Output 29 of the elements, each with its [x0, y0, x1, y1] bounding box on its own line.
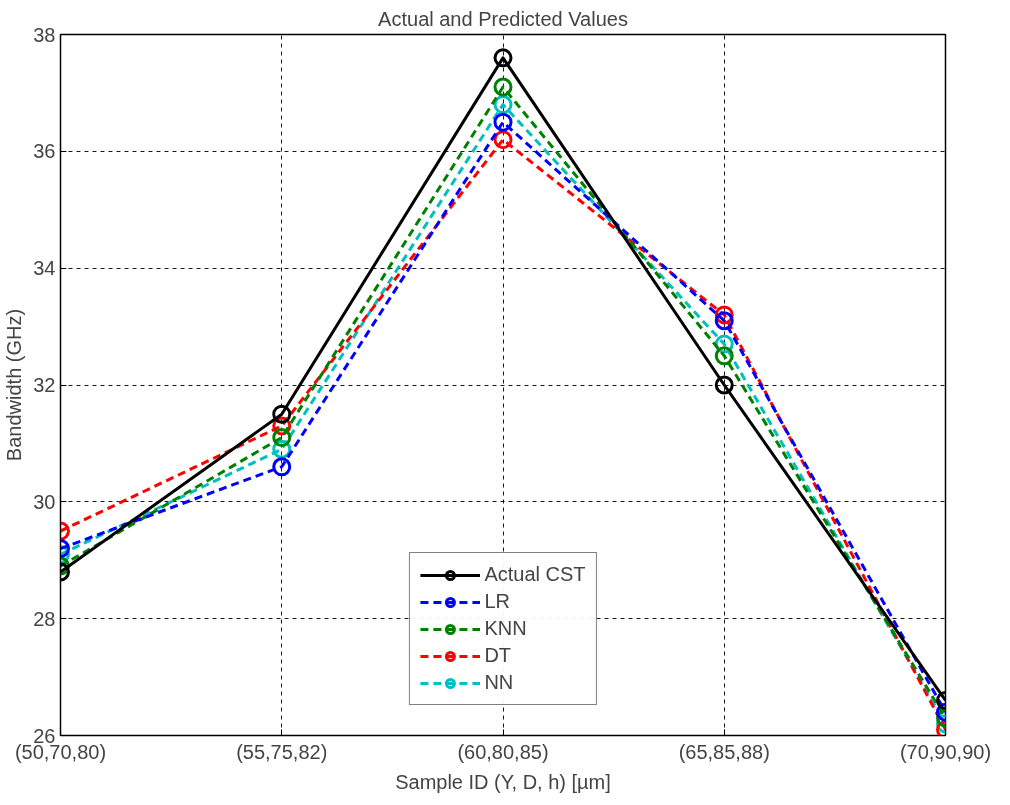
point — [493, 112, 513, 132]
point — [493, 130, 513, 150]
point — [493, 95, 513, 115]
point — [272, 428, 292, 448]
legend-label: NN — [484, 671, 514, 694]
x-axis-title: Sample ID (Y, D, h) [µm] — [395, 770, 611, 793]
x-tick-label: (70,90,90) — [899, 740, 992, 763]
chart-title: Actual and Predicted Values — [378, 7, 628, 30]
point — [493, 48, 513, 68]
point — [714, 311, 734, 331]
x-tick-label: (65,85,88) — [678, 740, 770, 763]
y-tick-label: 28 — [33, 607, 56, 630]
point — [714, 375, 734, 395]
y-tick-label: 38 — [33, 23, 56, 46]
y-tick-label: 36 — [33, 140, 56, 163]
point — [272, 457, 292, 477]
x-tick-label: (60,80,85) — [457, 740, 549, 763]
point — [714, 346, 734, 366]
y-tick-label: 32 — [33, 374, 56, 396]
y-tick-label: 30 — [33, 490, 56, 513]
legend-label: Actual CST — [484, 563, 586, 586]
point — [272, 404, 292, 424]
y-axis-title: Bandwidth (GHz) — [3, 308, 26, 462]
legend-label: LR — [484, 590, 510, 613]
point — [493, 77, 513, 97]
legend-label: DT — [484, 644, 512, 667]
legend-label: KNN — [484, 617, 527, 640]
x-tick-label: (55,75,82) — [236, 740, 328, 763]
y-tick-label: 34 — [33, 257, 56, 280]
